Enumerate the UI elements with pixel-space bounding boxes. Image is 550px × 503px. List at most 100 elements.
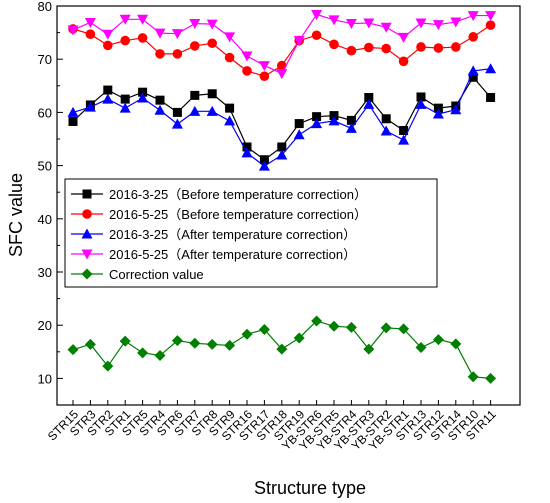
data-point xyxy=(259,71,270,82)
data-point xyxy=(364,42,374,53)
data-point xyxy=(241,51,253,62)
data-point xyxy=(68,116,78,126)
data-point xyxy=(363,18,375,29)
y-tick-label: 30 xyxy=(38,265,52,280)
legend-marker xyxy=(82,209,92,219)
series-layer xyxy=(67,10,497,384)
data-point xyxy=(137,14,149,25)
legend-marker xyxy=(82,189,92,199)
data-point xyxy=(137,347,149,359)
data-point xyxy=(328,320,340,332)
data-point xyxy=(189,105,201,116)
data-point xyxy=(485,63,497,74)
data-point xyxy=(225,103,235,113)
y-axis-title: SFC value xyxy=(6,173,26,257)
data-point xyxy=(102,29,114,40)
data-point xyxy=(207,38,217,49)
y-tick-label: 40 xyxy=(38,212,52,227)
data-point xyxy=(311,30,322,41)
data-point xyxy=(84,338,96,350)
data-point xyxy=(415,98,427,109)
data-point xyxy=(102,360,114,372)
data-point xyxy=(363,98,375,109)
data-point xyxy=(380,125,392,136)
data-point xyxy=(137,33,148,43)
data-point xyxy=(398,56,409,67)
legend-entry: 2016-3-25（After temperature correction） xyxy=(71,227,356,242)
data-point xyxy=(137,92,149,103)
data-point xyxy=(190,41,200,51)
data-point xyxy=(67,344,79,356)
data-point xyxy=(276,343,288,355)
data-point xyxy=(467,371,479,383)
data-point xyxy=(67,25,79,36)
data-point xyxy=(154,28,166,39)
data-point xyxy=(155,49,165,59)
data-point xyxy=(433,43,444,53)
data-point xyxy=(398,323,410,335)
data-point xyxy=(120,94,130,104)
legend-marker xyxy=(81,268,93,280)
data-point xyxy=(485,11,497,22)
data-point xyxy=(206,338,218,350)
legend-entry: 2016-3-25（Before temperature correction） xyxy=(71,187,367,202)
data-point xyxy=(380,22,392,33)
series-4 xyxy=(67,10,497,80)
legend-entry: 2016-5-25（After temperature correction） xyxy=(71,247,356,262)
data-point xyxy=(486,93,496,103)
legend-label: 2016-3-25（After temperature correction） xyxy=(109,227,356,242)
data-point xyxy=(258,323,270,335)
data-point xyxy=(398,32,410,43)
plot-frame-layer xyxy=(56,5,521,406)
data-point xyxy=(293,129,305,140)
data-point xyxy=(172,49,183,59)
data-point xyxy=(154,350,166,362)
data-point xyxy=(312,112,322,122)
data-point xyxy=(450,17,462,28)
data-point xyxy=(415,18,427,29)
legend-label: 2016-5-25（Before temperature correction） xyxy=(109,207,367,222)
data-point xyxy=(67,106,79,117)
data-point xyxy=(399,125,409,135)
data-point xyxy=(345,122,357,133)
legend-label: 2016-3-25（Before temperature correction） xyxy=(109,187,367,202)
data-point xyxy=(224,339,236,351)
data-point xyxy=(450,338,462,350)
data-point xyxy=(381,43,392,54)
data-point xyxy=(345,19,357,30)
data-point xyxy=(381,114,391,124)
data-point xyxy=(311,10,323,21)
legend-label: 2016-5-25（After temperature correction） xyxy=(109,247,356,262)
data-point xyxy=(171,335,183,347)
data-point xyxy=(328,15,340,26)
data-point xyxy=(258,61,270,72)
data-point xyxy=(346,45,357,56)
data-point xyxy=(432,20,444,31)
data-point xyxy=(433,103,443,113)
data-point xyxy=(432,108,444,119)
data-point xyxy=(224,52,235,63)
legend-box xyxy=(64,178,438,288)
data-point xyxy=(172,107,182,117)
y-tick-label: 10 xyxy=(38,371,52,386)
data-point xyxy=(328,115,340,126)
data-point xyxy=(224,32,236,43)
data-point xyxy=(311,315,323,327)
data-point xyxy=(120,35,130,46)
x-axis-title: Structure type xyxy=(254,478,366,498)
data-point xyxy=(242,66,252,76)
data-point xyxy=(329,39,339,50)
data-point xyxy=(171,29,183,40)
data-point xyxy=(259,155,269,165)
data-point xyxy=(119,14,131,25)
data-point xyxy=(467,11,479,22)
data-point xyxy=(380,322,392,334)
data-point xyxy=(189,19,201,30)
data-point xyxy=(293,332,305,344)
data-point xyxy=(207,89,217,99)
data-point xyxy=(277,60,287,71)
data-point xyxy=(154,104,166,115)
data-point xyxy=(416,42,426,52)
series-5 xyxy=(67,315,497,384)
